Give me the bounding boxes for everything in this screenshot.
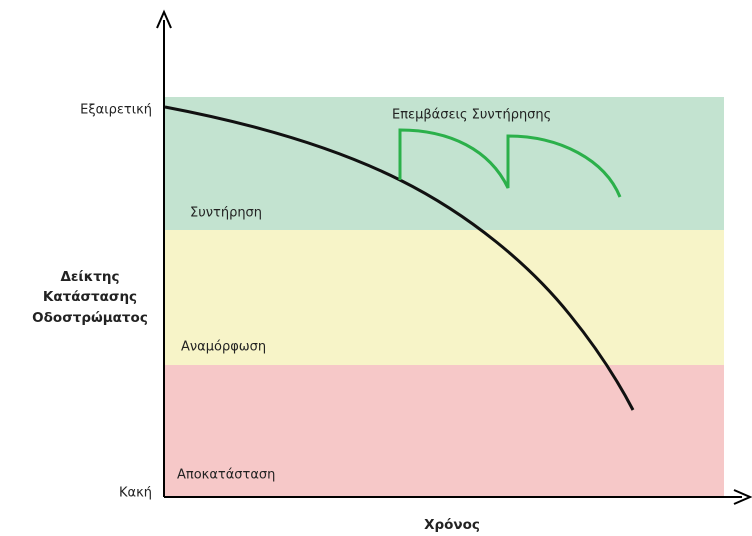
zone-maintenance: [164, 97, 724, 230]
zone-label: Συντήρηση: [190, 206, 262, 221]
y-title: Κατάστασης: [43, 289, 137, 305]
zone-rehabilitation: [164, 230, 724, 365]
x-arrow: [733, 489, 752, 505]
y-top-label: Εξαιρετική: [80, 103, 152, 118]
maintenance-curve: [398, 128, 622, 198]
y-title: Οδοστρώματος: [32, 310, 148, 326]
condition-curve: [164, 105, 635, 411]
y-bottom-label: Κακή: [119, 486, 152, 501]
zone-reconstruction: [164, 365, 724, 497]
zone-label: Αποκατάσταση: [177, 468, 275, 483]
zone-label: Αναμόρφωση: [181, 340, 266, 355]
x-title: Χρόνος: [424, 517, 480, 533]
y-title: Δείκτης: [60, 269, 119, 285]
y-arrow: [156, 9, 172, 29]
annotation: Επεμβάσεις Συντήρησης: [392, 108, 551, 123]
